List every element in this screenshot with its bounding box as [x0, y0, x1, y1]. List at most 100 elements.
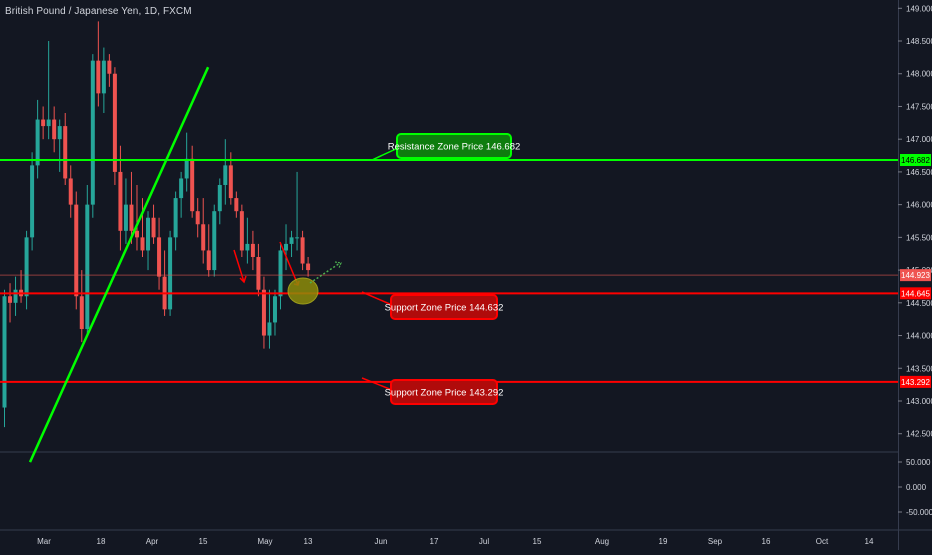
- current-price-tag-bg: [900, 269, 931, 282]
- time-tick-label: 17: [430, 537, 439, 546]
- support-2-price-tag-text: 143.292: [901, 378, 930, 387]
- candle-up: [212, 211, 217, 271]
- price-tick-label: 148.000: [906, 70, 932, 79]
- candle-up: [267, 322, 272, 336]
- time-tick-label: Jun: [375, 537, 388, 546]
- candle-up: [272, 296, 277, 323]
- candle-up: [146, 217, 151, 251]
- time-tick-label: 15: [533, 537, 542, 546]
- candle-up: [245, 243, 250, 251]
- time-tick-label: 13: [304, 537, 313, 546]
- candle-down: [250, 243, 255, 257]
- price-tick-label: 142.500: [906, 430, 932, 439]
- price-tick-label: 147.500: [906, 102, 932, 111]
- candle-down: [206, 250, 211, 271]
- candle-down: [52, 119, 57, 140]
- candle-down: [68, 178, 73, 205]
- price-tick-label: 149.000: [906, 4, 932, 13]
- support-1-callout-label: Support Zone Price 144.632: [385, 303, 504, 314]
- candle-down: [41, 119, 46, 127]
- candle-down: [261, 289, 266, 336]
- support-1-price-tag-bg: [900, 287, 931, 300]
- candle-down: [112, 73, 117, 172]
- rising-trendline: [28, 66, 210, 463]
- candle-down: [234, 198, 239, 212]
- support-2-callout-box: [390, 379, 498, 405]
- candle-down: [306, 263, 311, 271]
- indicator-tick-label: 0.000: [906, 483, 927, 492]
- time-tick-label: Aug: [595, 537, 609, 546]
- candle-down: [239, 211, 244, 251]
- support-1-callout-box: [390, 294, 498, 320]
- resistance-callout-box: [396, 133, 512, 159]
- candle-down: [8, 296, 13, 303]
- candle-down: [228, 165, 233, 199]
- candle-down: [74, 204, 79, 297]
- target-zone-ellipse: [287, 277, 319, 305]
- candle-up: [35, 119, 40, 166]
- candle-down: [300, 237, 305, 264]
- candle-up: [168, 237, 173, 310]
- price-tick-label: 146.500: [906, 168, 932, 177]
- candle-down: [63, 126, 68, 179]
- candle-down: [157, 237, 162, 277]
- candle-up: [90, 60, 95, 205]
- candle-up: [30, 165, 35, 238]
- support-1-price-tag-text: 144.645: [901, 289, 930, 298]
- indicator-tick-label: 50.000: [906, 458, 931, 467]
- price-tick-label: 146.000: [906, 201, 932, 210]
- price-tick-label: 148.500: [906, 37, 932, 46]
- resistance-price-tag-text: 146.682: [901, 156, 930, 165]
- red-arrow-1-head: [239, 275, 247, 284]
- time-tick-label: 16: [762, 537, 771, 546]
- candle-down: [79, 296, 84, 329]
- time-tick-label: 19: [659, 537, 668, 546]
- candle-down: [256, 256, 261, 290]
- price-tick-label: 145.500: [906, 233, 932, 242]
- candle-up: [85, 204, 90, 329]
- candle-down: [129, 204, 134, 231]
- time-tick-label: Mar: [37, 537, 51, 546]
- time-tick-label: Apr: [146, 537, 159, 546]
- time-tick-label: Oct: [816, 537, 829, 546]
- price-tick-label: 143.500: [906, 364, 932, 373]
- candle-up: [2, 296, 7, 408]
- time-tick-label: 18: [97, 537, 106, 546]
- support-2-callout-connector: [361, 377, 393, 391]
- candle-down: [201, 224, 206, 251]
- candle-down: [96, 60, 101, 94]
- resistance-callout-label: Resistance Zone Price 146.682: [388, 142, 521, 153]
- time-tick-label: Jul: [479, 537, 489, 546]
- axes: 142.500143.000143.500144.000144.500145.0…: [37, 4, 932, 546]
- support-2-price-tag-bg: [900, 375, 931, 388]
- candle-down: [118, 171, 123, 231]
- time-tick-label: 14: [865, 537, 874, 546]
- time-tick-label: May: [257, 537, 272, 546]
- candle-down: [134, 230, 139, 238]
- support-1-callout-connector: [361, 291, 393, 306]
- resistance-callout-connector: [371, 147, 399, 161]
- time-tick-label: 15: [199, 537, 208, 546]
- resistance-price-tag-bg: [900, 154, 931, 166]
- candle-up: [13, 289, 18, 303]
- candle-up: [57, 126, 62, 140]
- drawings: Resistance Zone Price 146.682 Support Zon…: [0, 66, 898, 463]
- candle-up: [101, 60, 106, 94]
- price-tick-label: 144.500: [906, 299, 932, 308]
- candle-up: [295, 237, 300, 239]
- current-price-tag-text: 144.923: [901, 271, 930, 280]
- candle-up: [173, 198, 178, 238]
- projection-arrow-head: [334, 261, 342, 269]
- price-tick-label: 144.000: [906, 332, 932, 341]
- candle-up: [289, 237, 294, 244]
- candle-up: [217, 185, 222, 212]
- candle-up: [123, 204, 128, 231]
- candle-down: [151, 217, 156, 238]
- candle-down: [107, 60, 112, 74]
- candle-down: [195, 211, 200, 225]
- candle-up: [278, 250, 283, 297]
- time-tick-label: Sep: [708, 537, 723, 546]
- price-tick-label: 143.000: [906, 397, 932, 406]
